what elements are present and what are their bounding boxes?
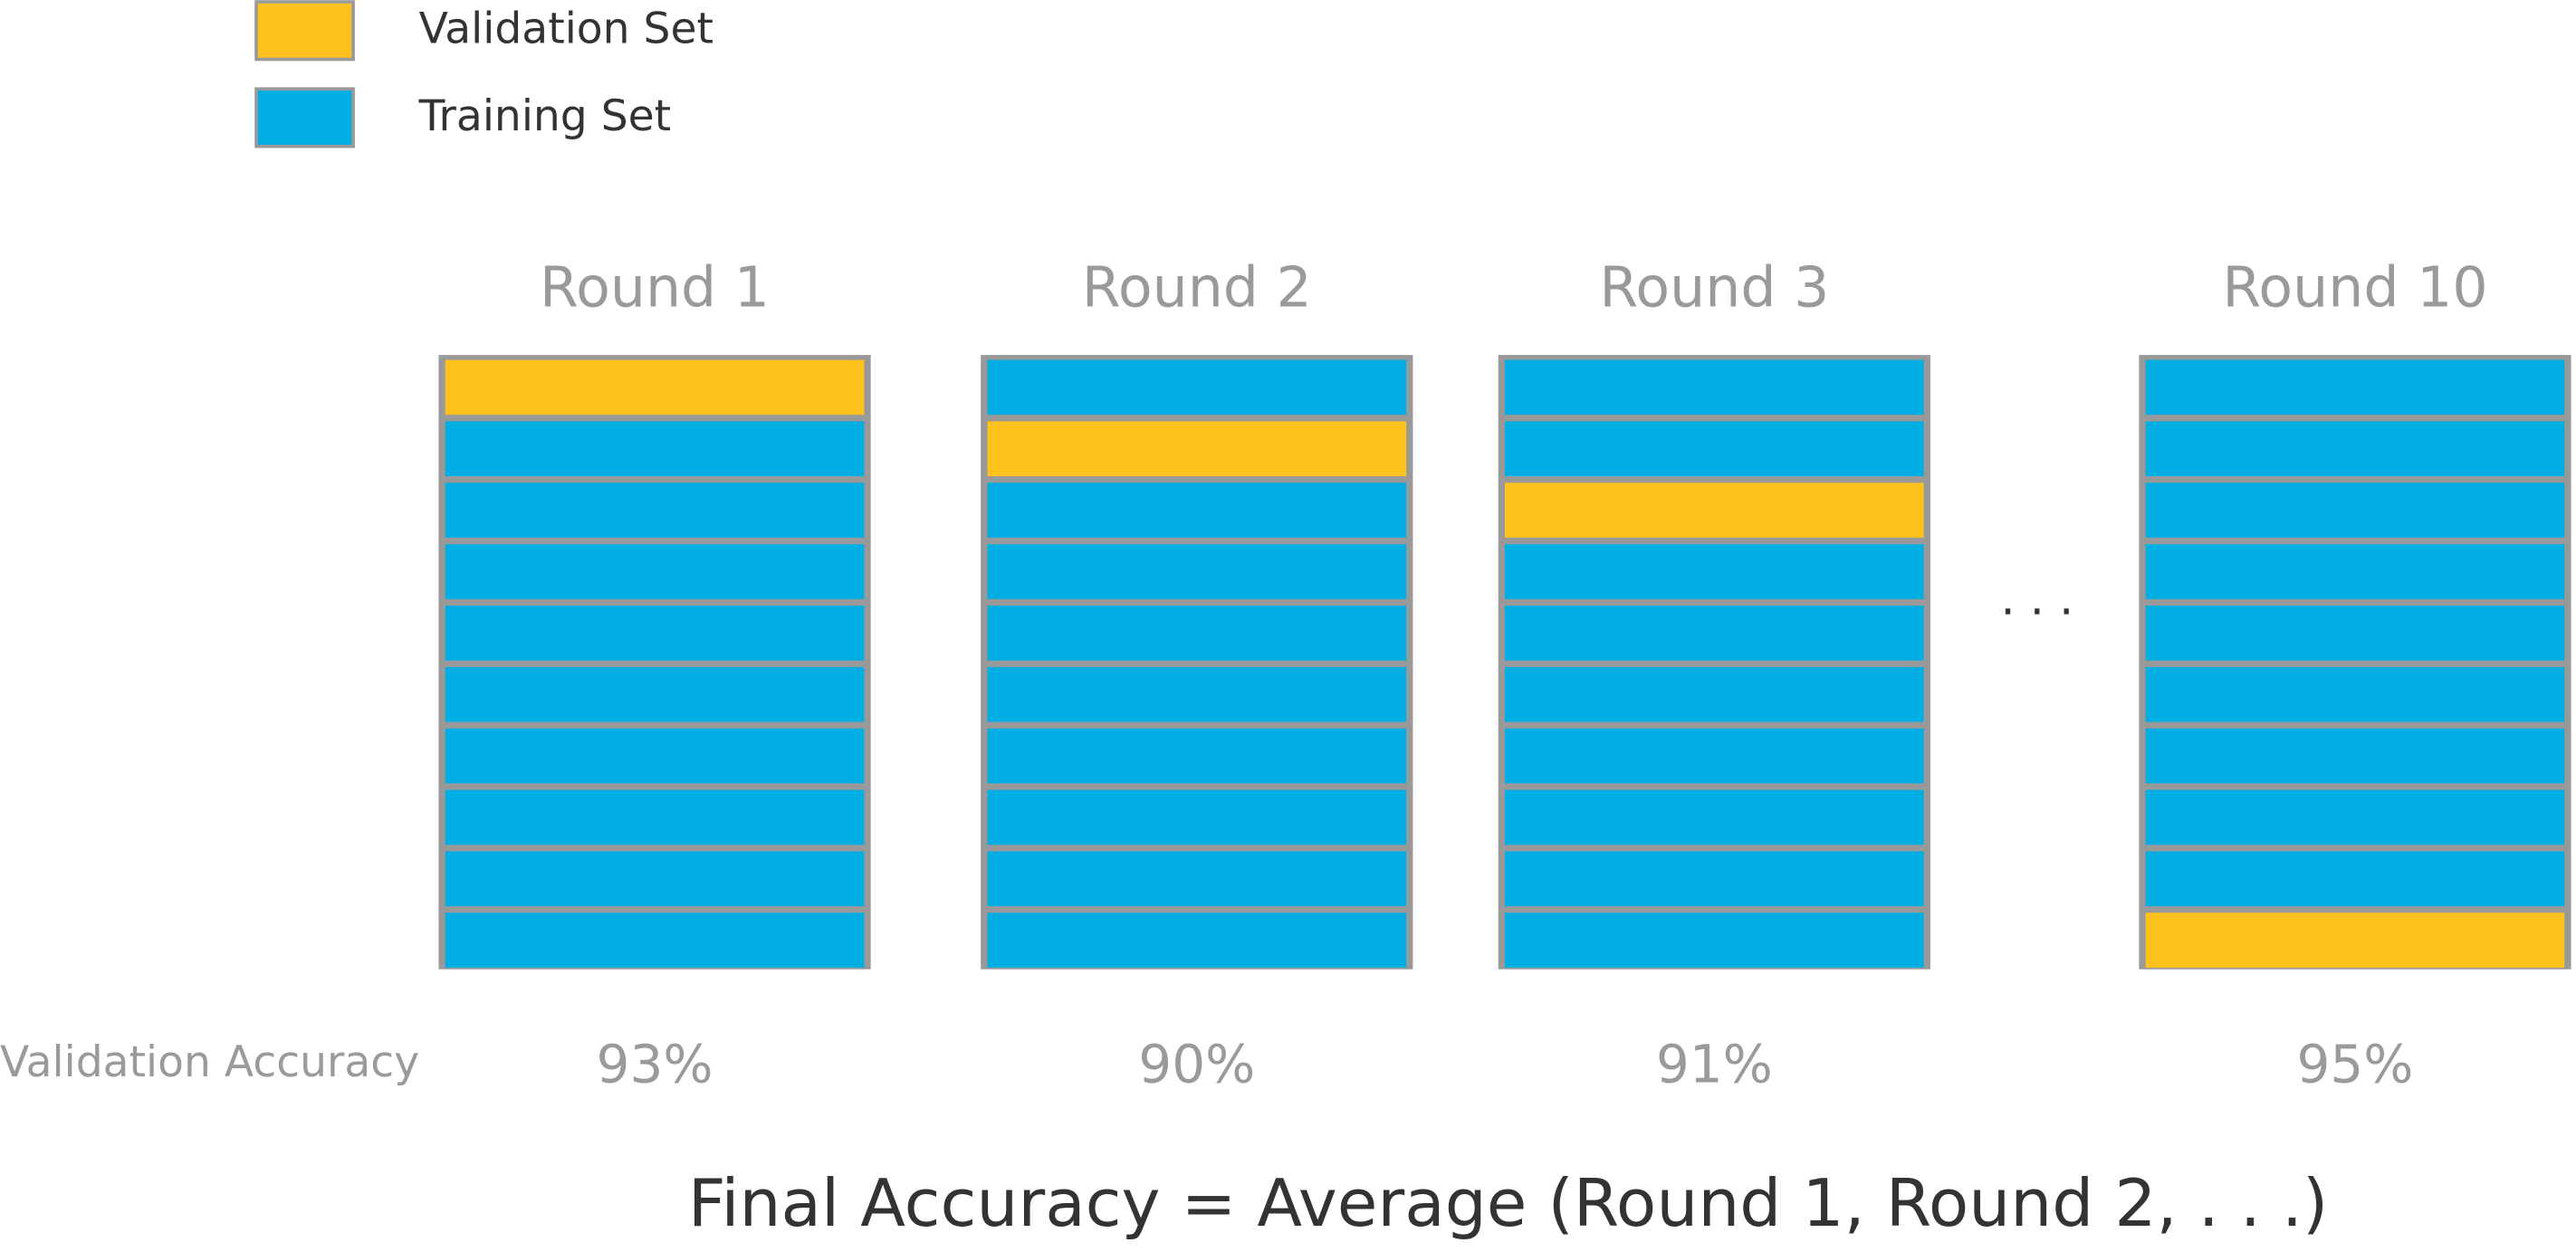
- training-fold: [2145, 544, 2565, 599]
- training-fold: [1505, 359, 1924, 416]
- ellipsis: · · ·: [2001, 585, 2074, 638]
- training-fold: [445, 606, 865, 661]
- training-fold: [1505, 789, 1924, 846]
- round-label: Round 3: [1599, 254, 1829, 320]
- training-fold: [445, 913, 865, 968]
- training-fold: [445, 421, 865, 477]
- training-fold: [445, 728, 865, 784]
- training-fold: [2145, 359, 2565, 416]
- formula: Final Accuracy = Average (Round 1, Round…: [688, 1166, 2328, 1242]
- validation-fold: [1505, 483, 1924, 538]
- training-fold: [1505, 728, 1924, 784]
- training-fold: [1505, 851, 1924, 907]
- training-fold: [1505, 606, 1924, 661]
- training-fold: [987, 483, 1407, 538]
- training-fold: [1505, 666, 1924, 722]
- training-fold: [987, 851, 1407, 907]
- training-fold: [987, 544, 1407, 599]
- accuracy: 93%: [597, 1034, 713, 1095]
- training-fold: [445, 483, 865, 538]
- row-label: Validation Accuracy: [0, 1037, 419, 1087]
- training-fold: [2145, 421, 2565, 477]
- legend-swatch: [254, 0, 355, 62]
- round-label: Round 10: [2222, 254, 2487, 320]
- legend-swatch: [254, 87, 355, 148]
- training-fold: [987, 666, 1407, 722]
- accuracy: 95%: [2296, 1034, 2413, 1095]
- training-fold: [445, 666, 865, 722]
- legend-label: Validation Set: [419, 5, 713, 54]
- training-fold: [2145, 483, 2565, 538]
- legend-label: Training Set: [418, 91, 672, 141]
- training-fold: [2145, 789, 2565, 846]
- training-fold: [2145, 728, 2565, 784]
- validation-fold: [2145, 913, 2565, 968]
- training-fold: [987, 913, 1407, 968]
- training-fold: [2145, 851, 2565, 907]
- round-label: Round 2: [1082, 254, 1312, 320]
- round-label: Round 1: [540, 254, 770, 320]
- training-fold: [987, 728, 1407, 784]
- training-fold: [1505, 544, 1924, 599]
- validation-fold: [987, 421, 1407, 477]
- validation-fold: [445, 359, 865, 416]
- training-fold: [2145, 666, 2565, 722]
- training-fold: [987, 606, 1407, 661]
- training-fold: [1505, 913, 1924, 968]
- training-fold: [987, 359, 1407, 416]
- training-fold: [1505, 421, 1924, 477]
- training-fold: [445, 544, 865, 599]
- training-fold: [987, 789, 1407, 846]
- accuracy: 90%: [1138, 1034, 1255, 1095]
- training-fold: [445, 789, 865, 846]
- accuracy: 91%: [1656, 1034, 1773, 1095]
- training-fold: [445, 851, 865, 907]
- training-fold: [2145, 606, 2565, 661]
